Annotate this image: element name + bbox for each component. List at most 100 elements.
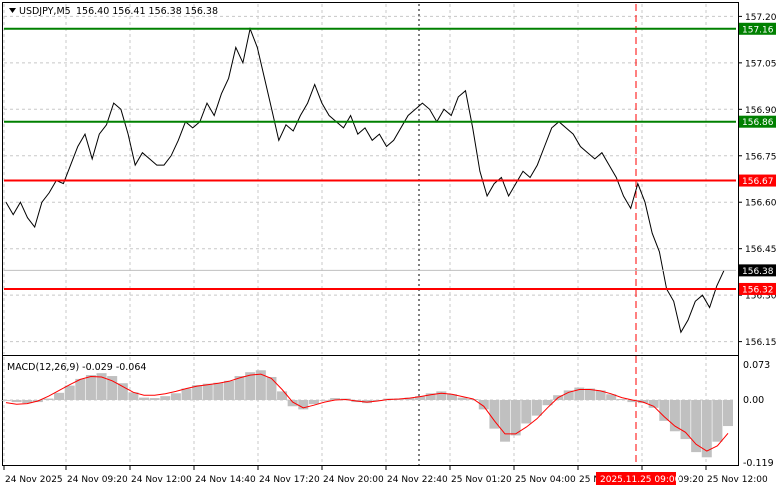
- macd-histogram-bar: [298, 400, 309, 410]
- macd-histogram-bar: [319, 400, 330, 401]
- level-label-bg: [739, 174, 776, 187]
- price-tick-label: 157.20: [745, 13, 777, 23]
- macd-histogram-bar: [584, 388, 595, 400]
- macd-histogram-bar: [669, 400, 680, 432]
- macd-histogram-bar: [287, 400, 298, 407]
- time-label: 24 Nov 2025: [5, 475, 63, 485]
- macd-histogram-bar: [245, 372, 256, 400]
- time-label: 24 Nov 14:40: [195, 475, 256, 485]
- macd-tick-max: 0.073: [743, 360, 770, 371]
- level-label-bg: [739, 115, 776, 128]
- macd-histogram-bar: [595, 390, 606, 400]
- price-tick-label: 156.90: [745, 106, 777, 116]
- macd-histogram-bar: [11, 400, 22, 403]
- macd-histogram-bar: [415, 396, 426, 400]
- price-tick-label: 156.60: [745, 199, 777, 209]
- macd-histogram-bar: [75, 378, 86, 400]
- time-label: 25 Nov 01:20: [451, 475, 512, 485]
- macd-histogram-bar: [277, 391, 288, 400]
- macd-histogram-bar: [202, 383, 213, 400]
- time-label: 25 Nov 04:00: [515, 475, 576, 485]
- macd-histogram-bar: [436, 391, 447, 400]
- ohlc-label: 156.40 156.41 156.38 156.38: [76, 6, 218, 17]
- macd-histogram-bar: [701, 400, 712, 458]
- macd-histogram-bar: [117, 383, 128, 400]
- macd-histogram-bar: [457, 397, 468, 400]
- main-panel[interactable]: [2, 2, 739, 356]
- macd-histogram-bar: [542, 400, 553, 406]
- levels-layer: [4, 27, 736, 290]
- price-tick-label: 156.15: [745, 338, 777, 348]
- macd-histogram-bar: [691, 400, 702, 453]
- grid-layer: [3, 4, 736, 465]
- macd-histogram-bar: [712, 400, 723, 442]
- macd-histogram-bar: [722, 400, 734, 427]
- time-highlight-bg: [596, 472, 676, 485]
- level-label: 157.16: [742, 25, 774, 35]
- time-label: 24 Nov 20:00: [323, 475, 384, 485]
- macd-histogram-bar: [510, 400, 521, 436]
- current-price-label-bg: [739, 264, 776, 277]
- macd-histogram-bar: [223, 380, 234, 400]
- macd-histogram-bar: [22, 400, 33, 404]
- macd-histogram-bar: [478, 400, 489, 410]
- macd-histogram-bar: [85, 375, 96, 400]
- macd-histogram-bar: [255, 370, 266, 400]
- macd-histogram-bar: [446, 394, 457, 400]
- triangle-down-icon[interactable]: [9, 8, 16, 13]
- time-label: 24 Nov 12:00: [131, 475, 192, 485]
- macd-histogram-bar: [64, 385, 75, 400]
- level-label-bg: [739, 282, 776, 295]
- macd-histogram-bar: [234, 376, 245, 400]
- macd-histogram-bar: [43, 398, 54, 400]
- macd-histogram-bar: [128, 392, 139, 400]
- level-label: 156.67: [742, 177, 774, 187]
- level-label: 156.32: [742, 285, 774, 295]
- macd-histogram-bar: [404, 397, 415, 400]
- macd-histogram-bar: [616, 399, 627, 400]
- macd-histogram-bar: [425, 393, 436, 400]
- macd-histogram-bar: [531, 400, 542, 416]
- macd-histogram-bar: [213, 382, 224, 400]
- time-label: 24 Nov 09:20: [67, 475, 128, 485]
- macd-panel[interactable]: [2, 355, 739, 466]
- macd-histogram-bar: [659, 400, 670, 421]
- macd-histogram-bar: [563, 390, 574, 400]
- macd-histogram-bar: [0, 400, 12, 401]
- macd-tick-zero: 0.00: [743, 395, 764, 406]
- level-label-bg: [739, 22, 776, 35]
- macd-histogram-bar: [107, 376, 118, 400]
- price-tick-label: 157.05: [745, 59, 777, 69]
- macd-histogram-bar: [160, 396, 171, 400]
- macd-histogram-bar: [330, 398, 341, 400]
- time-label: 24 Nov 17:20: [259, 475, 320, 485]
- current-price-label: 156.38: [742, 267, 774, 277]
- macd-histogram-bar: [361, 400, 373, 404]
- macd-histogram-bar: [638, 400, 649, 404]
- macd-histogram-bar: [606, 394, 617, 400]
- macd-label: MACD(12,26,9) -0.029 -0.064: [7, 362, 146, 373]
- macd-signal-line: [5, 373, 729, 452]
- macd-histogram-bar: [139, 397, 150, 400]
- price-layer: [5, 27, 725, 334]
- macd-histogram-bar: [170, 393, 181, 400]
- price-tick-label: 156.30: [745, 292, 777, 302]
- level-label: 156.86: [742, 118, 774, 128]
- price-tick-label: 156.75: [745, 152, 777, 162]
- macd-histogram-bar: [192, 385, 203, 400]
- time-label: 25 Nov 12:00: [707, 475, 768, 485]
- price-tick-label: 156.45: [745, 245, 777, 255]
- macd-histogram-bar: [96, 373, 107, 400]
- macd-histogram-bar: [648, 400, 659, 408]
- macd-histogram-bar: [489, 400, 500, 429]
- macd-histogram-bar: [574, 387, 585, 400]
- macd-histogram-bar: [627, 400, 638, 403]
- macd-histogram-bar: [181, 388, 192, 400]
- time-label: 25 N: [579, 475, 600, 485]
- time-highlight-label: 2025.11.25 09:00: [600, 475, 681, 485]
- macd-histogram-bar: [149, 398, 160, 400]
- macd-histogram-bar: [266, 376, 277, 400]
- macd-tick-min: -0.119: [743, 458, 774, 469]
- time-label: 24 Nov 22:40: [387, 475, 448, 485]
